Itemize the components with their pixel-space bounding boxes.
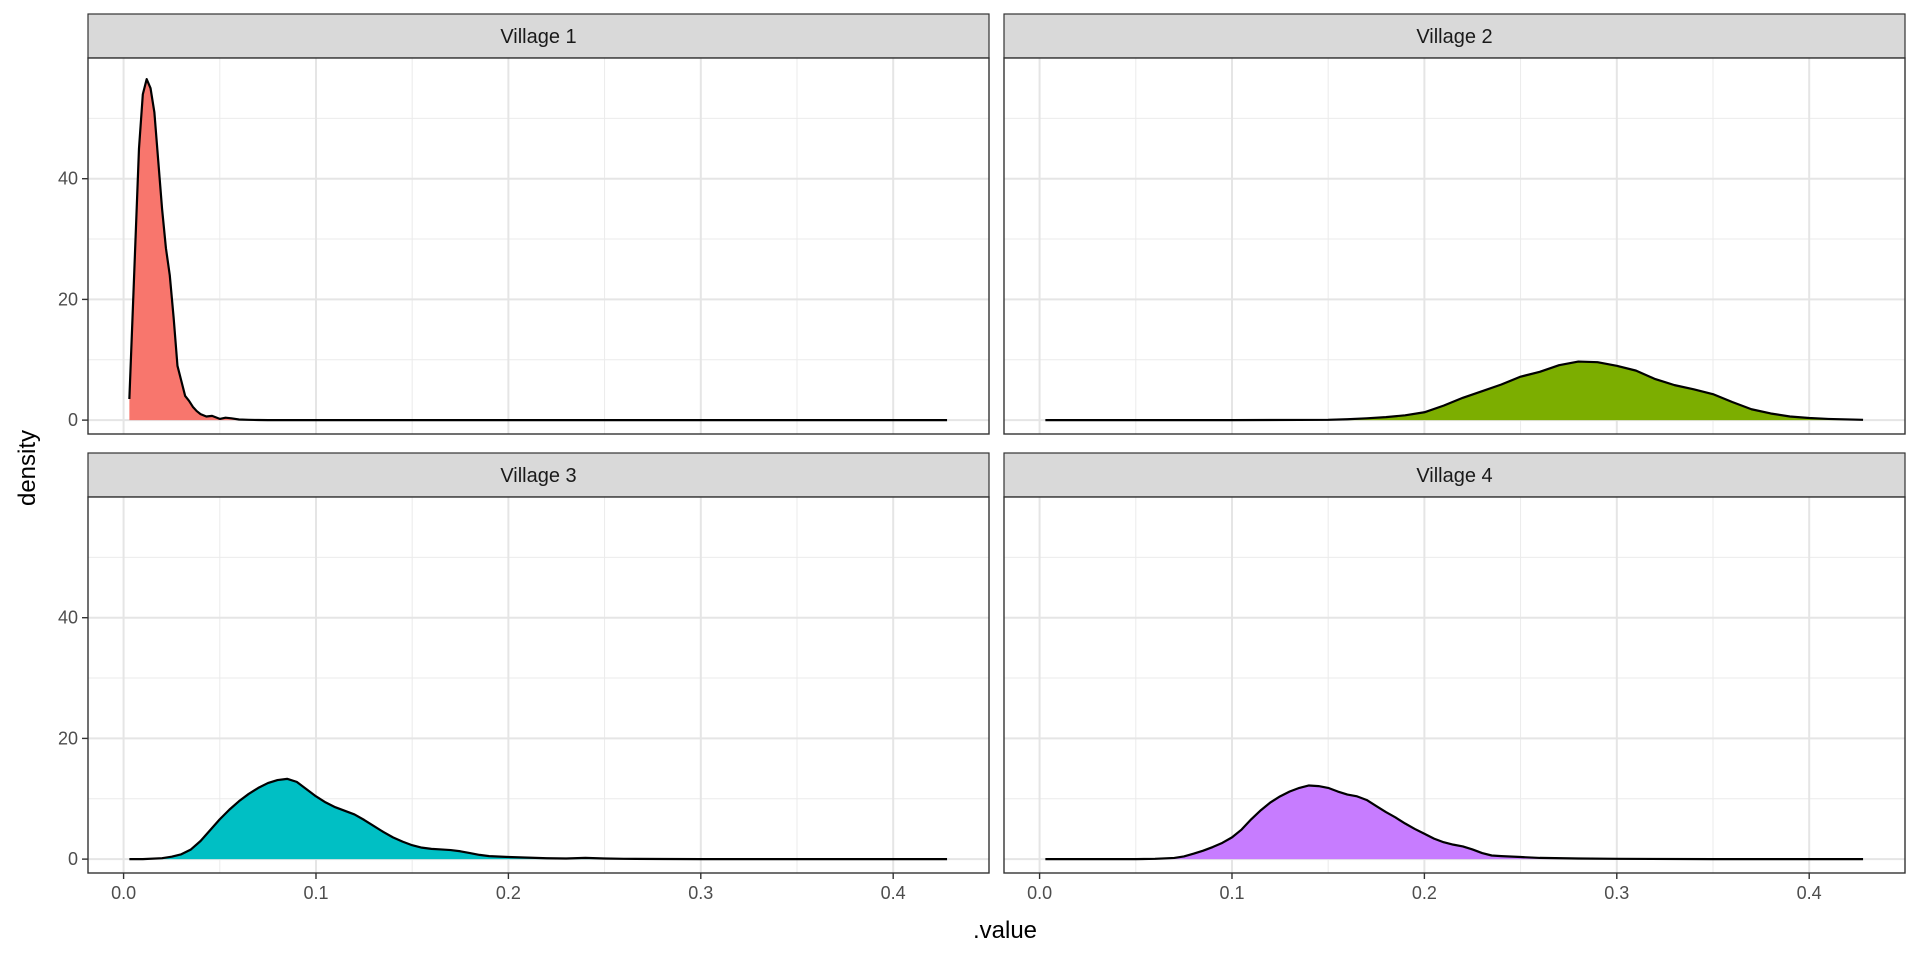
x-axis-title: .value — [973, 917, 1037, 944]
density-line — [1045, 360, 1864, 422]
y-tick-label: 40 — [58, 169, 78, 189]
facet-strip-label: Village 3 — [500, 465, 576, 487]
x-tick-label: 0.4 — [1797, 883, 1822, 903]
y-tick-label: 0 — [68, 410, 78, 430]
facet-strip — [87, 452, 990, 498]
y-axis-title: density — [14, 430, 41, 506]
density-area — [1045, 785, 1864, 860]
facet-panels: Village 1 0 20 40 Village 2 Village 3 0 20 40 0.0… — [58, 13, 1906, 903]
density-area — [129, 778, 948, 860]
y-tick-label: 20 — [58, 289, 78, 309]
y-tick-label: 0 — [68, 849, 78, 869]
x-tick-label: 0.2 — [1412, 883, 1437, 903]
x-tick-label: 0.0 — [111, 883, 136, 903]
facet-panel: Village 1 0 20 40 — [58, 13, 990, 435]
x-tick-label: 0.4 — [881, 883, 906, 903]
facet-panel: Village 3 0 20 40 0.0 0.1 0.2 0.3 0.4 — [58, 452, 990, 903]
density-line — [1045, 784, 1864, 861]
x-tick-label: 0.2 — [496, 883, 521, 903]
plot-background — [1004, 497, 1905, 873]
plot-background — [1004, 58, 1905, 434]
facet-strip — [1003, 452, 1906, 498]
panel-border — [1003, 496, 1906, 874]
panel-border — [1003, 57, 1906, 435]
x-tick-label: 0.1 — [1219, 883, 1244, 903]
facet-strip — [87, 13, 990, 59]
density-line — [129, 777, 948, 861]
panel-border — [87, 496, 990, 874]
y-tick-label: 40 — [58, 608, 78, 628]
facet-panel: Village 2 — [1003, 13, 1906, 435]
facet-strip-label: Village 4 — [1416, 465, 1492, 487]
plot-background — [88, 58, 989, 434]
facet-strip-label: Village 2 — [1416, 26, 1492, 48]
y-tick-label: 20 — [58, 728, 78, 748]
facet-panel: Village 4 0.0 0.1 0.2 0.3 0.4 — [1003, 452, 1906, 903]
x-tick-label: 0.3 — [1604, 883, 1629, 903]
x-tick-label: 0.0 — [1027, 883, 1052, 903]
facet-strip-label: Village 1 — [500, 26, 576, 48]
density-line — [128, 78, 948, 422]
x-tick-label: 0.3 — [688, 883, 713, 903]
density-area — [1045, 361, 1864, 421]
panel-border — [87, 57, 990, 435]
x-tick-label: 0.1 — [303, 883, 328, 903]
